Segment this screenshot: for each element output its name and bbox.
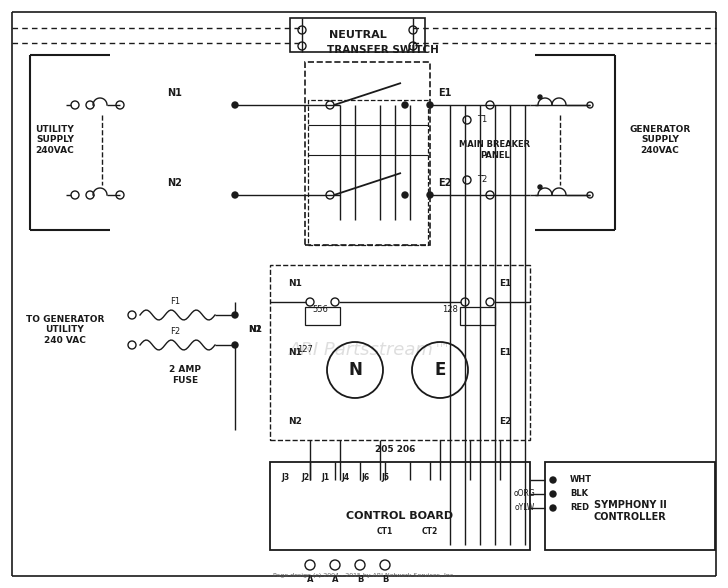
Text: N1: N1 xyxy=(248,326,262,335)
Bar xyxy=(460,307,495,325)
Text: oYLW: oYLW xyxy=(515,503,535,513)
Circle shape xyxy=(427,102,433,108)
Text: 127: 127 xyxy=(297,346,313,355)
Text: N: N xyxy=(348,361,362,379)
Text: UTILITY
SUPPLY
240VAC: UTILITY SUPPLY 240VAC xyxy=(36,125,74,155)
Text: CONTROL BOARD: CONTROL BOARD xyxy=(347,511,454,521)
Text: GENERATOR
SUPPLY
240VAC: GENERATOR SUPPLY 240VAC xyxy=(630,125,691,155)
Bar xyxy=(305,62,430,245)
Text: Page design (c) 2004 - 2015 by ARI Network Services, Inc.: Page design (c) 2004 - 2015 by ARI Netwo… xyxy=(273,573,455,577)
Bar xyxy=(545,462,715,550)
Circle shape xyxy=(402,192,408,198)
Text: E1: E1 xyxy=(499,279,511,288)
Text: F1: F1 xyxy=(170,296,180,306)
Text: J2: J2 xyxy=(301,473,309,482)
Text: TRANSFER SWITCH: TRANSFER SWITCH xyxy=(327,45,438,55)
Circle shape xyxy=(402,102,408,108)
Text: RED: RED xyxy=(570,503,589,513)
Text: 205 206: 205 206 xyxy=(375,446,415,455)
Text: N1: N1 xyxy=(288,279,302,288)
Text: B: B xyxy=(357,576,363,584)
Text: A: A xyxy=(306,576,313,584)
Text: ARI Partsstream™: ARI Partsstream™ xyxy=(288,341,451,359)
Circle shape xyxy=(550,491,556,497)
Circle shape xyxy=(538,185,542,189)
Text: TO GENERATOR
UTILITY
240 VAC: TO GENERATOR UTILITY 240 VAC xyxy=(25,315,104,345)
Circle shape xyxy=(550,477,556,483)
Text: oORG: oORG xyxy=(514,489,536,499)
Bar xyxy=(305,307,340,325)
Circle shape xyxy=(232,192,238,198)
Text: CT1: CT1 xyxy=(377,527,393,536)
Text: N2: N2 xyxy=(248,326,262,335)
Text: WHT: WHT xyxy=(570,476,592,485)
Text: T2: T2 xyxy=(477,175,487,185)
Circle shape xyxy=(232,102,238,108)
Text: CT2: CT2 xyxy=(422,527,438,536)
Text: E2: E2 xyxy=(438,178,451,188)
Text: J1: J1 xyxy=(321,473,329,482)
Bar xyxy=(308,100,428,245)
Circle shape xyxy=(427,192,433,198)
Bar xyxy=(290,18,425,52)
Text: E1: E1 xyxy=(499,348,511,357)
Text: E2: E2 xyxy=(499,417,511,426)
Text: N2: N2 xyxy=(288,417,302,426)
Text: N2: N2 xyxy=(167,178,183,188)
Text: F2: F2 xyxy=(170,326,180,336)
Text: 556: 556 xyxy=(312,306,328,315)
Bar xyxy=(270,265,530,440)
Text: NEUTRAL: NEUTRAL xyxy=(328,30,387,40)
Text: N1: N1 xyxy=(288,348,302,357)
Text: N1: N1 xyxy=(167,88,183,98)
Text: 128: 128 xyxy=(442,306,458,315)
Circle shape xyxy=(538,95,542,99)
Bar xyxy=(270,462,530,550)
Text: 2 AMP
FUSE: 2 AMP FUSE xyxy=(169,365,201,385)
Text: J3: J3 xyxy=(281,473,289,482)
Text: BLK: BLK xyxy=(570,489,588,499)
Text: E1: E1 xyxy=(438,88,451,98)
Text: T1: T1 xyxy=(477,115,487,125)
Text: J5: J5 xyxy=(381,473,389,482)
Text: B: B xyxy=(381,576,388,584)
Text: E: E xyxy=(435,361,446,379)
Text: SYMPHONY II
CONTROLLER: SYMPHONY II CONTROLLER xyxy=(593,500,666,522)
Circle shape xyxy=(232,312,238,318)
Circle shape xyxy=(550,505,556,511)
Text: J4: J4 xyxy=(341,473,349,482)
Text: MAIN BREAKER
PANEL: MAIN BREAKER PANEL xyxy=(459,141,531,160)
Text: J6: J6 xyxy=(361,473,369,482)
Circle shape xyxy=(232,342,238,348)
Text: A: A xyxy=(332,576,339,584)
